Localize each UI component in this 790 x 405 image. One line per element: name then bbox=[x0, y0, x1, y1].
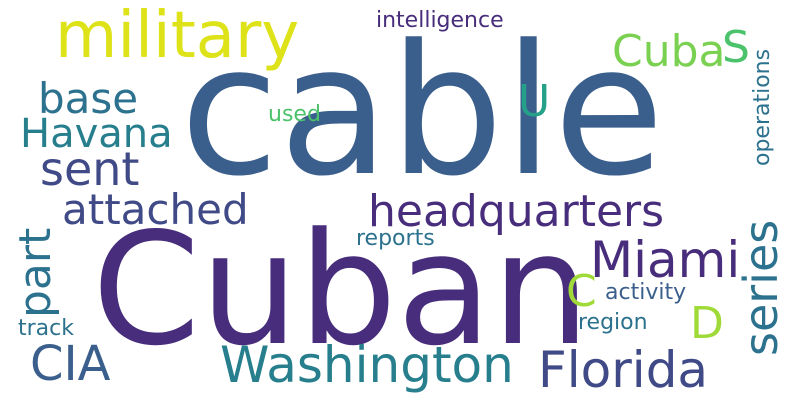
word-activity: activity bbox=[605, 280, 687, 305]
word-military: military bbox=[55, 0, 300, 73]
word-part: part bbox=[10, 227, 61, 318]
word-reports: reports bbox=[356, 226, 435, 251]
word-cia: CIA bbox=[30, 336, 111, 392]
word-cable: cable bbox=[180, 7, 665, 216]
word-headquarters: headquarters bbox=[368, 186, 665, 237]
word-washington: Washington bbox=[220, 336, 514, 394]
word-region: region bbox=[578, 310, 648, 335]
word-series: series bbox=[734, 219, 788, 356]
word-sent: sent bbox=[40, 142, 140, 196]
word-d: D bbox=[690, 298, 724, 349]
word-operations: operations bbox=[750, 48, 775, 166]
word-miami: Miami bbox=[590, 231, 741, 289]
word-havana: Havana bbox=[20, 111, 173, 157]
word-intelligence: intelligence bbox=[376, 8, 504, 33]
word-s: S bbox=[722, 22, 750, 73]
word-u: U bbox=[518, 76, 551, 127]
word-track: track bbox=[18, 316, 74, 341]
word-c: C bbox=[566, 266, 597, 317]
word-florida: Florida bbox=[538, 341, 709, 399]
word-cuba: Cuba bbox=[612, 26, 726, 77]
word-attached: attached bbox=[62, 185, 249, 234]
word-cuban: Cuban bbox=[92, 199, 591, 380]
word-used: used bbox=[268, 102, 321, 127]
word-base: base bbox=[38, 74, 139, 123]
